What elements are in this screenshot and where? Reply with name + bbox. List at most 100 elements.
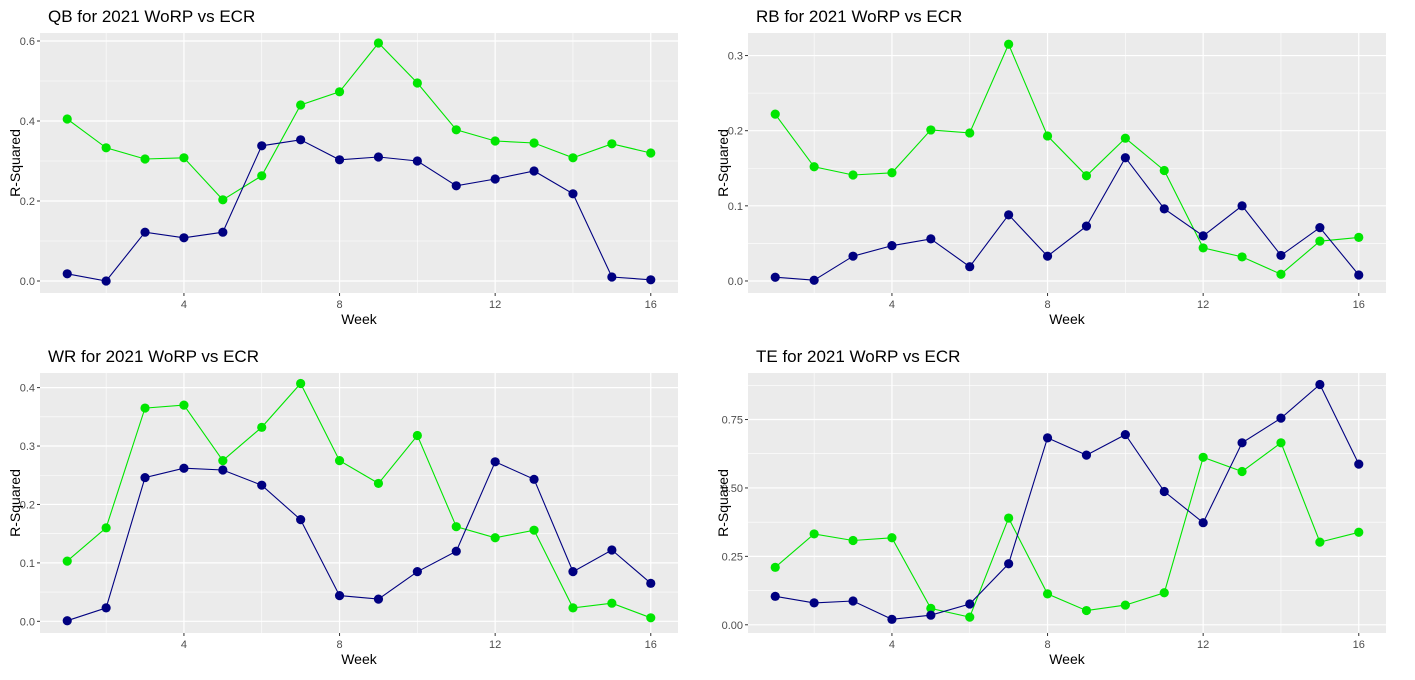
series-1-point [140,472,150,483]
series-1-point [1004,210,1014,220]
series-1-point [770,272,780,282]
y-tick-label: 0.3 [20,441,35,453]
series-1-point [1354,459,1364,469]
y-axis-label: R-Squared [715,469,731,537]
series-1-point [1004,559,1014,569]
series-0-point [451,522,461,532]
y-tick-label: 0.4 [20,116,35,128]
x-axis-label: Week [341,651,378,667]
series-1-point [607,272,617,282]
series-0-point [1042,589,1053,599]
series-0-point [1081,605,1092,616]
x-tick-label: 16 [645,639,657,651]
y-tick-label: 0.2 [728,126,743,138]
series-0-point [101,523,111,533]
y-tick-label: 0.25 [722,551,743,563]
series-1-point [140,227,150,237]
chart-svg: WR for 2021 WoRP vs ECR 4 8 12 16 0.0 0.1 0.2 0.… [7,347,678,667]
y-axis-label: R-Squared [7,469,23,537]
series-1-point [1315,379,1325,390]
series-0-point [373,478,384,489]
y-tick-label: 0.75 [722,415,743,427]
series-0-point [412,430,422,441]
series-1-point [770,591,780,601]
chart-panel-wr: WR for 2021 WoRP vs ECR 4 8 12 16 0.0 0.1 0.2 0.… [0,340,707,680]
series-1-point [965,599,975,609]
series-0-point [218,456,228,466]
plot-background [40,33,678,293]
series-1-point [965,262,975,272]
y-tick-label: 0.0 [728,276,743,288]
series-1-point [529,166,539,176]
series-0-point [373,38,384,48]
series-1-point [1042,251,1053,261]
series-1-point [568,189,578,199]
series-0-point [62,114,72,124]
series-0-point [646,613,656,623]
series-1-point [848,251,858,261]
series-line-1 [775,383,1360,620]
series-line-0 [66,42,651,201]
x-axis-label: Week [1049,311,1086,327]
series-1-point [529,474,539,484]
series-0-point [62,556,72,566]
x-tick-label: 12 [489,299,501,311]
series-0-point [568,603,578,613]
series-0-point [1276,269,1286,279]
series-0-point [1315,236,1325,246]
series-1-point [887,614,897,624]
series-0-point [334,87,345,97]
series-1-point [179,233,189,243]
chart-panel-rb: RB for 2021 WoRP vs ECR 4 8 12 16 0.0 0.1 0.2 0.… [708,0,1415,340]
series-1-point [1159,486,1169,497]
series-0-point [887,168,897,178]
series-0-point [770,562,780,572]
y-tick-label: 0.1 [728,201,743,213]
series-line-1 [67,139,651,282]
series-1-point [568,567,578,577]
chart-svg: TE for 2021 WoRP vs ECR 4 8 12 16 0.00 0.25 0.5… [715,347,1386,667]
series-0-point [101,143,111,153]
series-1-point [1237,438,1247,448]
series-1-point [809,598,819,608]
series-0-point [809,529,819,539]
chart-panel-qb: QB for 2021 WoRP vs ECR 4 8 12 16 0.0 0.2 0.4 0.… [0,0,707,340]
chart-svg: RB for 2021 WoRP vs ECR 4 8 12 16 0.0 0.1 0.2 0.… [715,7,1386,327]
series-0-point [529,525,539,535]
x-tick-label: 12 [1197,639,1209,651]
series-0-point [1354,527,1364,537]
series-0-point [1120,133,1130,143]
series-1-point [334,591,345,601]
series-1-point [1042,433,1053,443]
series-1-point [334,155,345,165]
series-1-point [1198,231,1208,241]
chart-title: WR for 2021 WoRP vs ECR [48,347,259,366]
series-1-point [62,616,72,626]
series-0-point [965,612,975,622]
series-line-0 [774,441,1359,618]
series-1-point [1276,250,1286,261]
series-0-point [140,154,150,164]
chart-panel-te: TE for 2021 WoRP vs ECR 4 8 12 16 0.00 0.25 0.5… [708,340,1415,680]
y-tick-label: 0.1 [20,558,35,570]
series-1-point [1120,429,1130,440]
series-1-point [257,480,267,490]
chart-title: RB for 2021 WoRP vs ECR [756,7,962,26]
x-tick-label: 4 [889,299,895,311]
series-0-point [529,138,539,148]
series-0-point [926,125,936,135]
series-0-point [1315,537,1325,547]
series-0-point [490,136,500,146]
y-tick-label: 0.50 [722,483,743,495]
series-1-point [1315,223,1325,233]
series-1-point [1237,201,1247,211]
series-1-point [490,457,500,467]
series-0-point [1042,131,1053,141]
x-tick-label: 12 [1197,299,1209,311]
series-1-point [607,545,617,555]
series-0-point [607,139,617,149]
y-tick-label: 0.4 [20,383,35,395]
series-0-point [412,78,422,88]
series-0-point [1354,232,1364,242]
series-1-point [218,465,228,475]
